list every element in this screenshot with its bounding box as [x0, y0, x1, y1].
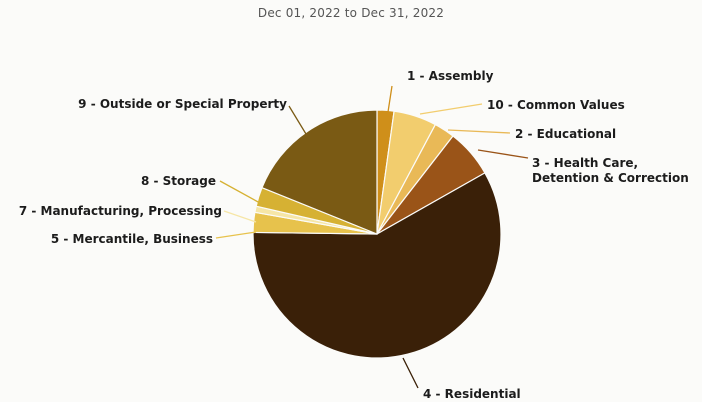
slice-label: 2 - Educational	[515, 127, 616, 141]
slice-label: 1 - Assembly	[407, 69, 494, 83]
leader-line	[402, 357, 419, 389]
slice-label: 7 - Manufacturing, Processing	[19, 204, 222, 218]
slice-label: 9 - Outside or Special Property	[78, 97, 287, 111]
slice-label: 4 - Residential	[423, 387, 521, 401]
pie-slice	[252, 172, 502, 359]
leader-line	[447, 129, 511, 134]
chart-subtitle: Dec 01, 2022 to Dec 31, 2022	[257, 6, 445, 20]
leader-line	[477, 149, 529, 159]
pie-slice	[261, 109, 378, 235]
slice-label: 8 - Storage	[141, 174, 216, 188]
leader-line	[387, 85, 393, 113]
pie-slices	[252, 109, 502, 359]
slice-labels: 1 - Assembly 10 - Common Values 2 - Educat…	[19, 69, 689, 401]
slice-label: 5 - Mercantile, Business	[51, 232, 213, 246]
leader-line	[223, 210, 257, 223]
leader-line	[215, 231, 257, 239]
slice-label: 3 - Health Care, Detention & Correction	[532, 156, 689, 185]
slice-label: 10 - Common Values	[487, 98, 625, 112]
leader-line	[288, 105, 307, 135]
leader-line	[219, 180, 261, 204]
leader-line	[419, 103, 483, 115]
leader-lines	[215, 85, 529, 389]
